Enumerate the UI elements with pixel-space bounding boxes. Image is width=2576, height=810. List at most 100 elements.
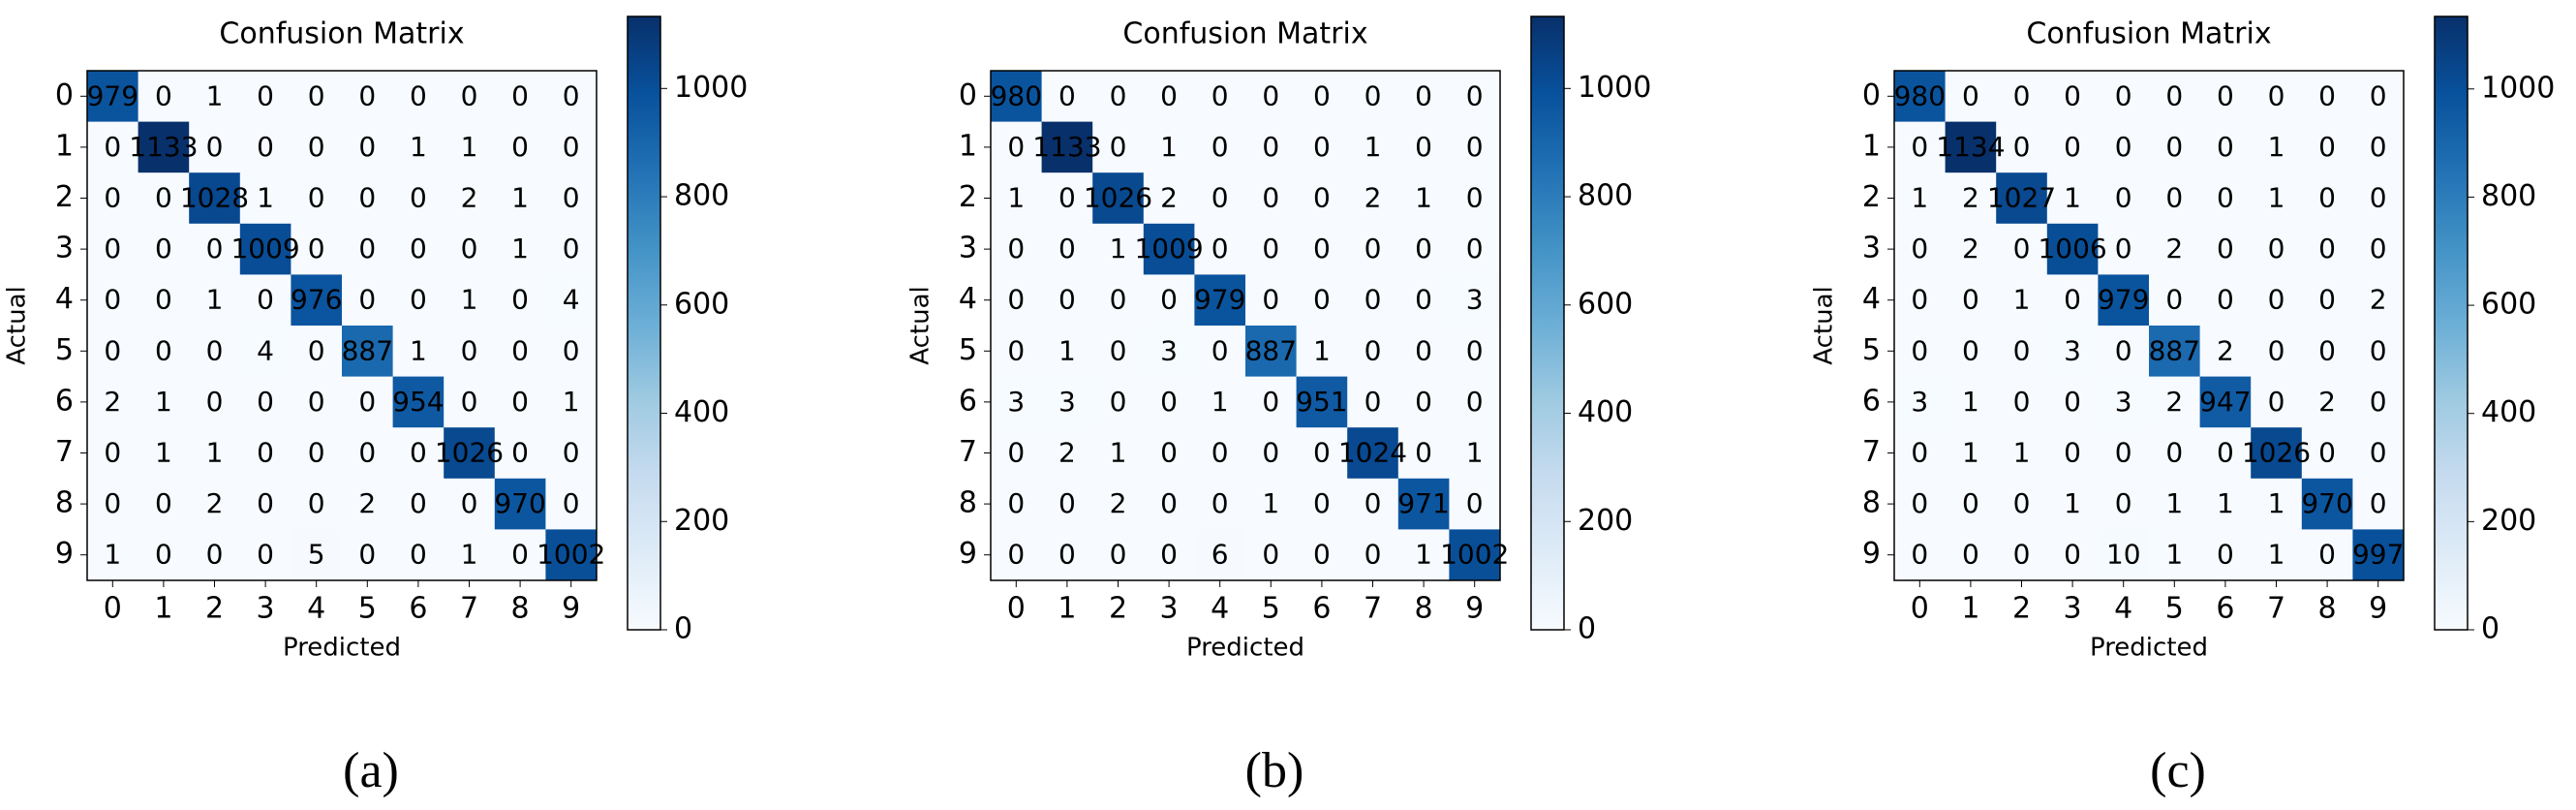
cell-label: 0 [104, 182, 121, 214]
cell-label: 2 [1962, 182, 1979, 214]
cell [1245, 529, 1298, 581]
cell-label: 0 [1211, 79, 1229, 111]
cell-label: 4 [563, 284, 580, 316]
y-tick-label: 2 [55, 180, 74, 214]
cell-label: 1006 [2038, 233, 2106, 265]
cell-label: 0 [1007, 131, 1025, 163]
cell-label: 0 [2370, 487, 2387, 519]
cell-label: 0 [1466, 233, 1484, 265]
cell [494, 121, 546, 173]
cell-label: 2 [2370, 284, 2387, 316]
cell [1194, 529, 1246, 581]
cell-label: 0 [511, 284, 529, 316]
cell-label: 0 [410, 233, 427, 265]
cell [1143, 427, 1195, 480]
cell-label: 0 [1211, 233, 1229, 265]
cell [2301, 274, 2353, 327]
cell-label: 0 [2268, 284, 2285, 316]
cell [2199, 274, 2252, 327]
cell-label: 1 [2165, 539, 2183, 571]
cell-label: 0 [1262, 131, 1279, 163]
cell-label: 0 [1007, 284, 1025, 316]
cell [1041, 71, 1093, 123]
cell [1397, 71, 1450, 123]
cell [392, 223, 445, 275]
cell-label: 0 [308, 437, 325, 469]
cell-label: 0 [2013, 334, 2031, 366]
cell [2098, 376, 2150, 428]
cell-label: 1 [511, 233, 529, 265]
cell-label: 1 [257, 182, 274, 214]
cell [291, 274, 343, 327]
cell-label: 0 [1911, 233, 1928, 265]
cell [189, 478, 241, 530]
cell-label: 1 [1415, 539, 1432, 571]
x-tick-label: 1 [1961, 592, 1979, 626]
cell [1894, 478, 1947, 530]
cell-label: 0 [1911, 334, 1928, 366]
cell [2352, 326, 2405, 378]
cell-label: 0 [2370, 233, 2387, 265]
x-tick-label: 2 [205, 592, 224, 626]
y-tick-label: 8 [55, 486, 74, 520]
cell-label: 0 [1911, 437, 1928, 469]
cell-label: 1 [206, 284, 224, 316]
cell [2301, 376, 2353, 428]
cell-label: 0 [1110, 79, 1127, 111]
cell [1449, 427, 1501, 480]
y-tick-label: 6 [55, 384, 74, 418]
colorbar-tick-label: 600 [674, 287, 729, 321]
x-tick-label: 2 [2012, 592, 2031, 626]
cell-label: 1133 [1032, 131, 1101, 163]
x-tick-label: 4 [307, 592, 325, 626]
cell-label: 1024 [1338, 437, 1407, 469]
cell [138, 529, 190, 581]
x-tick-label: 8 [1415, 592, 1433, 626]
cell [2352, 223, 2405, 275]
cell-label: 0 [308, 182, 325, 214]
cell [392, 274, 445, 327]
y-tick-label: 2 [1862, 180, 1881, 214]
cell [1347, 427, 1399, 480]
cell-label: 0 [1466, 487, 1484, 519]
cell-label: 0 [2013, 79, 2031, 111]
cell-label: 0 [2165, 79, 2183, 111]
cell [2301, 529, 2353, 581]
y-tick-label: 7 [1862, 435, 1881, 469]
cell-label: 0 [257, 487, 274, 519]
cell-label: 1 [2064, 487, 2081, 519]
cell-label: 0 [1365, 539, 1382, 571]
cell-label: 0 [155, 487, 172, 519]
x-tick-label: 0 [104, 592, 122, 626]
y-tick-label: 3 [959, 232, 977, 265]
cell-label: 0 [1365, 334, 1382, 366]
cell-label: 0 [155, 334, 172, 366]
cell-label: 0 [2165, 284, 2183, 316]
cell [1397, 326, 1450, 378]
cell [87, 326, 139, 378]
cell [1945, 427, 1997, 480]
cell-label: 0 [2165, 437, 2183, 469]
cell-label: 1027 [1987, 182, 2056, 214]
frame [86, 70, 598, 581]
y-tick-label: 5 [55, 333, 74, 367]
cell [1397, 121, 1450, 173]
cell [991, 326, 1043, 378]
cell [494, 427, 546, 480]
cell-label: 0 [1466, 334, 1484, 366]
cell-label: 1 [206, 79, 224, 111]
cell [2199, 326, 2252, 378]
cell [342, 71, 394, 123]
cell [1449, 376, 1501, 428]
cell [2352, 121, 2405, 173]
cell [2352, 478, 2405, 530]
y-tick-label: 9 [959, 537, 977, 571]
cell-label: 0 [1415, 334, 1432, 366]
cell-label: 2 [1110, 487, 1127, 519]
cell-label: 0 [1911, 284, 1928, 316]
cell [239, 172, 291, 225]
colorbar-tick-label: 1000 [674, 71, 748, 105]
cell [2199, 376, 2252, 428]
cell-label: 0 [2115, 182, 2132, 214]
